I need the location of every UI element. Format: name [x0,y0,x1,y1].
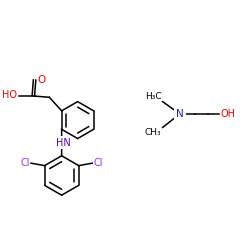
Text: OH: OH [220,109,236,119]
Text: CH₃: CH₃ [145,128,161,137]
Text: Cl: Cl [93,158,103,168]
Text: HO: HO [2,90,17,100]
Text: Cl: Cl [20,158,30,168]
Text: H₃C: H₃C [145,92,161,101]
Text: O: O [38,75,46,85]
Text: HN: HN [56,138,70,147]
Text: N: N [176,109,184,119]
